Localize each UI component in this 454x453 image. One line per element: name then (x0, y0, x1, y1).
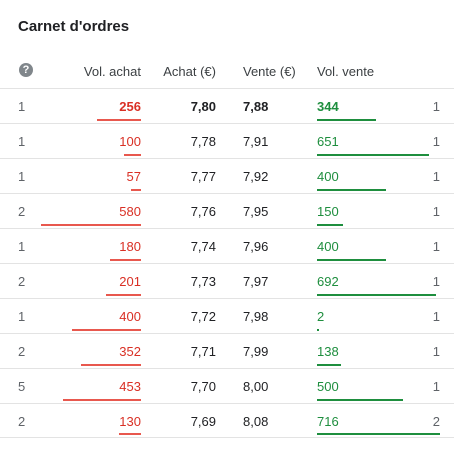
buy-volume-bar (119, 433, 141, 435)
buy-volume-bar (41, 224, 141, 226)
sell-price: 8,08 (243, 414, 269, 429)
order-row: 5 453 7,70 8,00 500 1 (0, 368, 454, 403)
buy-price: 7,69 (190, 414, 216, 429)
buy-order-count: 1 (18, 134, 26, 149)
buy-volume: 201 (119, 274, 141, 289)
buy-volume-bar (106, 294, 141, 296)
buy-price: 7,70 (190, 379, 216, 394)
sell-volume-bar (317, 119, 376, 121)
panel-title: Carnet d'ordres (18, 18, 130, 35)
sell-volume-bar (317, 189, 386, 191)
order-row: 1 256 7,80 7,88 344 1 (0, 88, 454, 123)
buy-volume: 180 (119, 239, 141, 254)
sell-order-count: 1 (432, 204, 440, 219)
buy-price: 7,76 (190, 204, 216, 219)
sell-order-count: 1 (432, 169, 440, 184)
buy-order-count: 1 (18, 239, 26, 254)
order-row: 2 352 7,71 7,99 138 1 (0, 333, 454, 368)
sell-price: 7,96 (243, 239, 269, 254)
sell-volume: 344 (317, 99, 339, 114)
sell-volume: 651 (317, 134, 339, 149)
buy-volume: 352 (119, 344, 141, 359)
buy-price: 7,78 (190, 134, 216, 149)
sell-volume: 500 (317, 379, 339, 394)
buy-volume-bar (124, 154, 141, 156)
header-buy-price: Achat (€) (163, 64, 216, 79)
sell-volume-bar (317, 154, 429, 156)
order-row: 2 201 7,73 7,97 692 1 (0, 263, 454, 298)
sell-volume-bar (317, 399, 403, 401)
sell-price: 7,99 (243, 344, 269, 359)
sell-order-count: 1 (432, 309, 440, 324)
header-vol-buy: Vol. achat (83, 64, 141, 79)
sell-volume-bar (317, 259, 386, 261)
order-row: 2 130 7,69 8,08 716 2 (0, 403, 454, 438)
order-row: 1 400 7,72 7,98 2 1 (0, 298, 454, 333)
header-vol-sell: Vol. vente (317, 64, 375, 79)
buy-volume-bar (131, 189, 141, 191)
sell-order-count: 1 (432, 134, 440, 149)
sell-volume: 2 (317, 309, 325, 324)
buy-price: 7,73 (190, 274, 216, 289)
sell-price: 7,97 (243, 274, 269, 289)
buy-price: 7,77 (190, 169, 216, 184)
order-row: 1 100 7,78 7,91 651 1 (0, 123, 454, 158)
buy-order-count: 1 (18, 99, 26, 114)
buy-volume: 100 (119, 134, 141, 149)
sell-price: 7,91 (243, 134, 269, 149)
buy-price: 7,74 (190, 239, 216, 254)
buy-price: 7,71 (190, 344, 216, 359)
sell-volume-bar (317, 294, 436, 296)
sell-volume: 138 (317, 344, 339, 359)
sell-volume-bar (317, 224, 343, 226)
sell-volume-bar (317, 433, 440, 435)
sell-volume-bar (317, 329, 319, 331)
buy-volume-bar (63, 399, 141, 401)
sell-order-count: 1 (432, 99, 440, 114)
order-book-rows: 1 256 7,80 7,88 344 1 1 100 7,78 7,91 651 1 1 57 7,77 7… (0, 88, 454, 438)
buy-order-count: 2 (18, 274, 26, 289)
buy-volume-bar (72, 329, 141, 331)
buy-order-count: 2 (18, 344, 26, 359)
buy-volume: 256 (119, 99, 141, 114)
question-circle-icon[interactable]: ? (19, 63, 33, 77)
sell-volume: 716 (317, 414, 339, 429)
header-sell-price: Vente (€) (243, 64, 296, 79)
buy-volume: 580 (119, 204, 141, 219)
sell-price: 7,95 (243, 204, 269, 219)
sell-order-count: 1 (432, 344, 440, 359)
buy-volume: 453 (119, 379, 141, 394)
sell-order-count: 1 (432, 274, 440, 289)
buy-order-count: 2 (18, 414, 26, 429)
sell-price: 7,92 (243, 169, 269, 184)
sell-price: 7,88 (243, 99, 269, 114)
sell-order-count: 1 (432, 379, 440, 394)
buy-order-count: 1 (18, 169, 26, 184)
buy-order-count: 2 (18, 204, 26, 219)
buy-volume: 130 (119, 414, 141, 429)
buy-volume-bar (81, 364, 141, 366)
sell-price: 7,98 (243, 309, 269, 324)
sell-order-count: 1 (432, 239, 440, 254)
buy-price: 7,80 (190, 99, 216, 114)
sell-volume: 400 (317, 239, 339, 254)
order-row: 1 180 7,74 7,96 400 1 (0, 228, 454, 263)
buy-order-count: 5 (18, 379, 26, 394)
sell-volume: 692 (317, 274, 339, 289)
buy-price: 7,72 (190, 309, 216, 324)
sell-volume: 150 (317, 204, 339, 219)
sell-order-count: 2 (432, 414, 440, 429)
order-row: 2 580 7,76 7,95 150 1 (0, 193, 454, 228)
buy-volume: 57 (126, 169, 141, 184)
buy-order-count: 1 (18, 309, 26, 324)
sell-volume-bar (317, 364, 341, 366)
sell-price: 8,00 (243, 379, 269, 394)
buy-volume: 400 (119, 309, 141, 324)
sell-volume: 400 (317, 169, 339, 184)
buy-volume-bar (110, 259, 141, 261)
buy-volume-bar (97, 119, 141, 121)
order-row: 1 57 7,77 7,92 400 1 (0, 158, 454, 193)
